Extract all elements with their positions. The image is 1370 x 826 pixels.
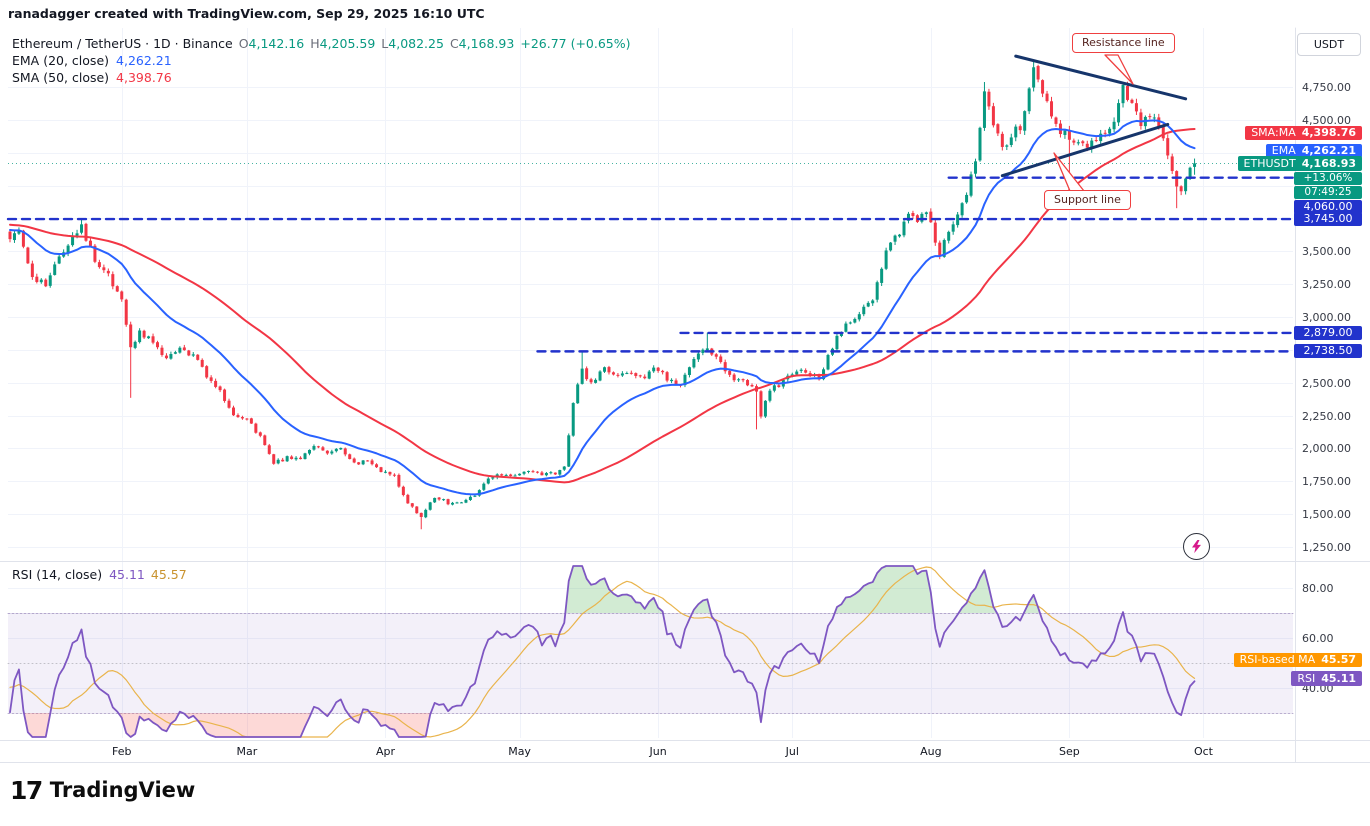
symbol-title[interactable]: Ethereum / TetherUS · 1D · Binance xyxy=(12,36,233,51)
sma-legend-row: SMA (50, close) 4,398.76 xyxy=(12,70,631,86)
rsi-axis-tick: 60.00 xyxy=(1302,632,1334,645)
price-axis-tick: 2,250.00 xyxy=(1302,409,1351,423)
level-badge-2738: 2,738.50 xyxy=(1294,344,1362,358)
change-percent-badge: +13.06% xyxy=(1294,172,1362,185)
rsi-ma-badge-label: RSI-based MA xyxy=(1239,653,1316,666)
ema-legend-label[interactable]: EMA (20, close) xyxy=(12,53,110,68)
support-line-callout[interactable]: Support line xyxy=(1044,190,1131,210)
last-price-symbol: ETHUSDT xyxy=(1243,157,1296,170)
month-label: Feb xyxy=(112,745,132,758)
realtime-lightning-icon xyxy=(1192,539,1201,554)
rsi-legend-row: RSI (14, close) 45.11 45.57 xyxy=(12,567,187,582)
level-badge-3745: 3,745.00 xyxy=(1294,212,1362,226)
rsi-badge: RSI 45.11 xyxy=(1291,671,1362,686)
ohlc-low-label: L xyxy=(381,36,389,51)
sma-badge-label: SMA:MA xyxy=(1251,126,1296,139)
ema-price-badge: EMA 4,262.21 xyxy=(1265,144,1362,158)
price-axis-tick: 1,250.00 xyxy=(1302,541,1351,554)
ohlc-low-value: 4,082.25 xyxy=(388,36,444,51)
ohlc-close-value: 4,168.93 xyxy=(458,36,515,51)
rsi-legend-value: 45.11 xyxy=(109,567,145,582)
symbol-legend-row: Ethereum / TetherUS · 1D · Binance O4,142… xyxy=(12,36,631,52)
main-legend: Ethereum / TetherUS · 1D · Binance O4,142… xyxy=(12,36,631,87)
ohlc-open-value: 4,142.16 xyxy=(248,36,305,51)
ema-legend-row: EMA (20, close) 4,262.21 xyxy=(12,53,631,69)
sma-badge-value: 4,398.76 xyxy=(1301,126,1356,139)
price-axis-tick: 1,500.00 xyxy=(1302,508,1351,522)
tradingview-logo-icon: 17 xyxy=(10,776,43,805)
month-label: Apr xyxy=(375,745,395,758)
rsi-axis-tick: 80.00 xyxy=(1302,582,1334,595)
ohlc-open-label: O xyxy=(238,36,249,51)
price-axis-tick: 2,500.00 xyxy=(1302,376,1351,390)
price-axis-tick: 3,000.00 xyxy=(1302,311,1351,324)
resistance-line-callout[interactable]: Resistance line xyxy=(1072,33,1175,53)
last-price-badge: ETHUSDT 4,168.93 xyxy=(1237,156,1362,171)
ema-legend-value: 4,262.21 xyxy=(116,53,172,68)
rsi-ma-badge-value: 45.57 xyxy=(1321,653,1356,666)
level-badge-4060: 4,060.00 xyxy=(1294,200,1362,214)
rsi-ma-badge: RSI-based MA 45.57 xyxy=(1233,653,1362,667)
currency-axis-button[interactable]: USDT xyxy=(1297,33,1361,56)
last-price-value: 4,168.93 xyxy=(1301,157,1356,170)
rsi-badge-label: RSI xyxy=(1297,671,1316,685)
price-axis-tick: 4,750.00 xyxy=(1302,81,1351,94)
footer-brand[interactable]: 17 TradingView xyxy=(10,778,195,803)
realtime-button[interactable] xyxy=(1183,533,1210,560)
month-label: Jul xyxy=(785,745,799,758)
rsi-badge-value: 45.11 xyxy=(1321,671,1356,685)
month-label: Sep xyxy=(1059,745,1080,758)
rsi-legend-label[interactable]: RSI (14, close) xyxy=(12,567,103,582)
ema-badge-label: EMA xyxy=(1271,144,1296,157)
price-axis-tick: 3,250.00 xyxy=(1302,278,1351,292)
month-label: Oct xyxy=(1193,745,1213,758)
sma-price-badge: SMA:MA 4,398.76 xyxy=(1245,126,1362,140)
level-badge-2879: 2,879.00 xyxy=(1294,326,1362,340)
sma-legend-value: 4,398.76 xyxy=(116,70,172,85)
ohlc-close-label: C xyxy=(449,36,459,51)
month-label: May xyxy=(508,745,531,758)
sma-legend-label[interactable]: SMA (50, close) xyxy=(12,70,110,85)
ohlc-high-value: 4,205.59 xyxy=(319,36,376,51)
price-axis-tick: 2,000.00 xyxy=(1302,442,1351,456)
rsi-ma-legend-value: 45.57 xyxy=(150,567,187,582)
month-label: Aug xyxy=(920,745,942,758)
bar-countdown-badge: 07:49:25 xyxy=(1294,186,1362,199)
month-label: Mar xyxy=(236,745,258,758)
price-axis-tick: 4,500.00 xyxy=(1302,113,1351,127)
month-label: Jun xyxy=(649,745,667,758)
tradingview-brand-name: TradingView xyxy=(49,778,196,802)
price-axis-tick: 1,750.00 xyxy=(1302,475,1351,489)
ohlc-high-label: H xyxy=(310,36,320,51)
price-axis-tick: 3,500.00 xyxy=(1302,245,1351,259)
ema-badge-value: 4,262.21 xyxy=(1301,144,1356,157)
attribution-text: ranadagger created with TradingView.com,… xyxy=(8,6,485,21)
change-value: +26.77 (+0.65%) xyxy=(520,36,631,51)
